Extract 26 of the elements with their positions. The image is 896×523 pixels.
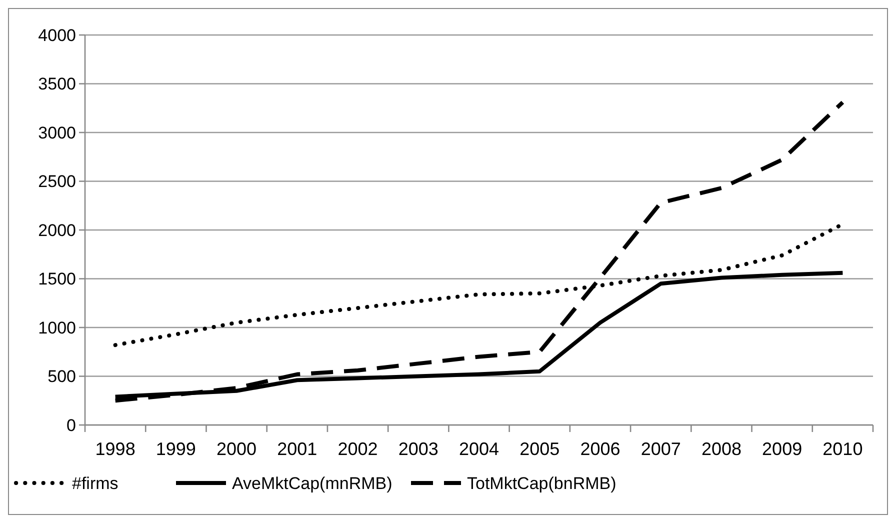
y-tick-label: 500 bbox=[48, 367, 76, 386]
x-tick-label: 2000 bbox=[216, 439, 257, 459]
x-tick-label: 1999 bbox=[156, 439, 196, 459]
y-tick-label: 0 bbox=[66, 416, 76, 435]
x-tick-label: 2007 bbox=[640, 439, 681, 459]
x-tick-label: 1998 bbox=[95, 439, 136, 459]
x-tick-label: 2006 bbox=[580, 439, 620, 459]
x-tick-label: 2003 bbox=[398, 439, 438, 459]
y-tick-label: 3000 bbox=[38, 123, 76, 142]
y-tick-label: 2000 bbox=[38, 220, 76, 240]
x-tick-label: 2008 bbox=[701, 439, 742, 459]
legend-label: TotMktCap(bnRMB) bbox=[467, 474, 616, 493]
x-tick-label: 2004 bbox=[458, 439, 500, 459]
x-tick-label: 2001 bbox=[277, 439, 318, 459]
y-tick-label: 1500 bbox=[38, 270, 76, 289]
x-tick-label: 2010 bbox=[822, 439, 863, 459]
x-tick-label: 2005 bbox=[520, 439, 560, 459]
line-series bbox=[113, 100, 845, 403]
y-tick-label: 3500 bbox=[38, 74, 76, 94]
y-tick-label: 4000 bbox=[38, 26, 76, 45]
y-tick-label: 2500 bbox=[38, 172, 76, 192]
x-tick-label: 2002 bbox=[338, 439, 378, 459]
legend-label: AveMktCap(mnRMB) bbox=[232, 474, 392, 493]
legend-label: #firms bbox=[72, 474, 118, 493]
y-tick-label: 1000 bbox=[38, 318, 76, 338]
x-tick-label: 2009 bbox=[762, 439, 802, 459]
